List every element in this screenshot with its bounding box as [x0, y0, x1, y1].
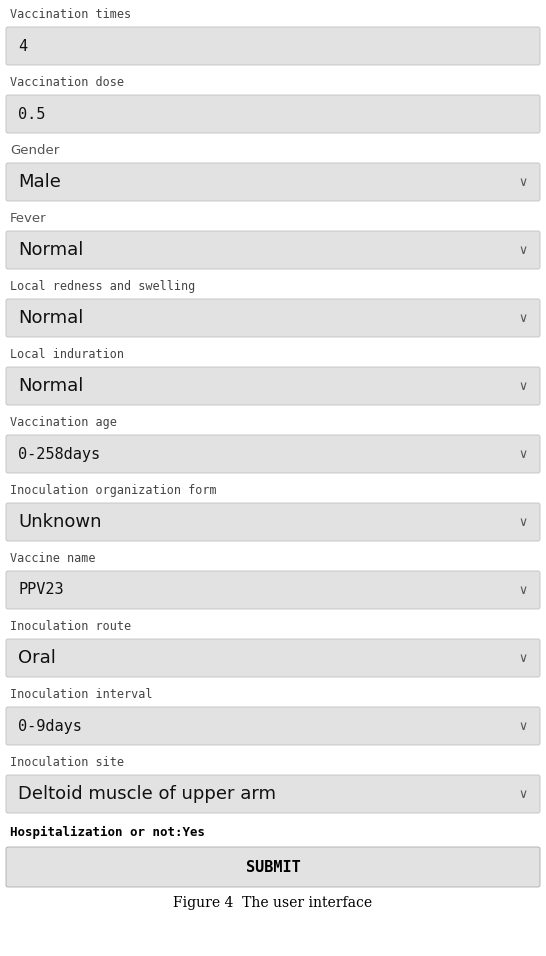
FancyBboxPatch shape — [6, 95, 540, 133]
Text: Deltoid muscle of upper arm: Deltoid muscle of upper arm — [18, 785, 276, 803]
Text: Normal: Normal — [18, 377, 84, 395]
Text: Vaccination dose: Vaccination dose — [10, 76, 124, 89]
Text: Inoculation interval: Inoculation interval — [10, 687, 152, 701]
Text: PPV23: PPV23 — [18, 582, 64, 598]
Text: Gender: Gender — [10, 143, 60, 157]
FancyBboxPatch shape — [6, 231, 540, 269]
Text: Hospitalization or not:Yes: Hospitalization or not:Yes — [10, 825, 205, 838]
Text: Vaccination age: Vaccination age — [10, 416, 117, 428]
Text: Oral: Oral — [18, 649, 56, 667]
Text: Vaccination times: Vaccination times — [10, 8, 131, 20]
FancyBboxPatch shape — [6, 27, 540, 65]
Text: Normal: Normal — [18, 309, 84, 327]
Text: Local induration: Local induration — [10, 347, 124, 360]
Text: Figure 4  The user interface: Figure 4 The user interface — [174, 896, 372, 910]
Text: 0-258days: 0-258days — [18, 446, 100, 462]
FancyBboxPatch shape — [6, 775, 540, 813]
Text: ∨: ∨ — [519, 651, 528, 664]
Text: ∨: ∨ — [519, 312, 528, 324]
FancyBboxPatch shape — [6, 571, 540, 609]
Text: ∨: ∨ — [519, 788, 528, 800]
FancyBboxPatch shape — [6, 299, 540, 337]
Text: Unknown: Unknown — [18, 513, 102, 531]
Text: Inoculation organization form: Inoculation organization form — [10, 484, 217, 496]
Text: 4: 4 — [18, 38, 27, 54]
Text: Normal: Normal — [18, 241, 84, 259]
Text: Inoculation site: Inoculation site — [10, 755, 124, 769]
Text: ∨: ∨ — [519, 583, 528, 597]
FancyBboxPatch shape — [6, 639, 540, 677]
Text: Fever: Fever — [10, 211, 46, 225]
Text: 0.5: 0.5 — [18, 106, 45, 121]
Text: Male: Male — [18, 173, 61, 191]
FancyBboxPatch shape — [6, 367, 540, 405]
FancyBboxPatch shape — [6, 707, 540, 745]
Text: SUBMIT: SUBMIT — [246, 859, 300, 875]
FancyBboxPatch shape — [6, 503, 540, 541]
FancyBboxPatch shape — [6, 163, 540, 201]
Text: Vaccine name: Vaccine name — [10, 552, 96, 564]
Text: ∨: ∨ — [519, 447, 528, 461]
Text: ∨: ∨ — [519, 244, 528, 256]
Text: 0-9days: 0-9days — [18, 719, 82, 733]
Text: ∨: ∨ — [519, 380, 528, 393]
Text: ∨: ∨ — [519, 515, 528, 529]
Text: ∨: ∨ — [519, 720, 528, 732]
FancyBboxPatch shape — [6, 435, 540, 473]
FancyBboxPatch shape — [6, 847, 540, 887]
Text: Inoculation route: Inoculation route — [10, 619, 131, 633]
Text: ∨: ∨ — [519, 176, 528, 188]
Text: Local redness and swelling: Local redness and swelling — [10, 279, 195, 293]
